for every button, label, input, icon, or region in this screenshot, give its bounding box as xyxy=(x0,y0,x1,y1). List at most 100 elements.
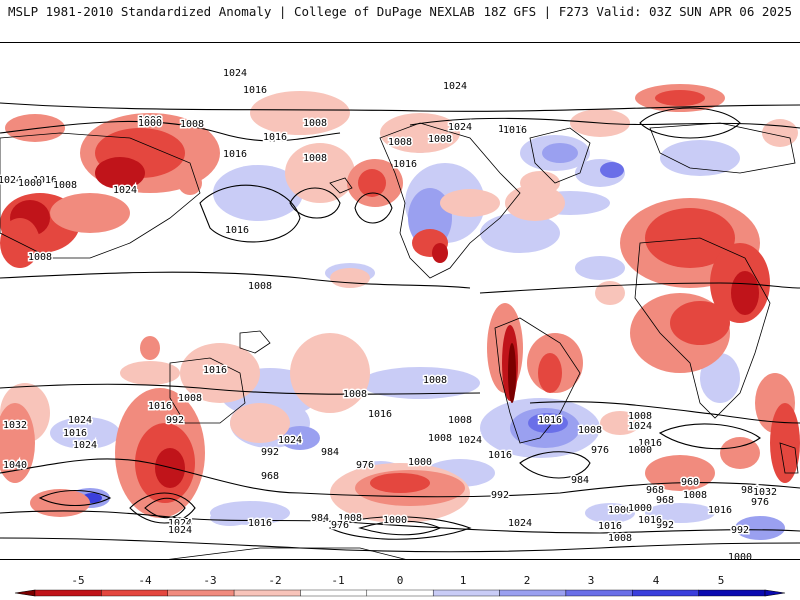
isobar-label: 1008 xyxy=(448,415,472,426)
anomaly-patch xyxy=(290,333,370,413)
isobar xyxy=(358,520,442,536)
isobar-label: 1024 xyxy=(628,421,652,432)
isobar xyxy=(38,490,112,506)
isobar xyxy=(0,383,481,395)
isobar-label: 1024 xyxy=(168,525,192,536)
isobar-label: 1008 xyxy=(138,115,162,126)
isobar-label: 984 xyxy=(571,475,589,486)
isobar-label: 1008 xyxy=(578,425,602,436)
isobar-label: 1024 xyxy=(508,518,532,529)
colorbar-box xyxy=(34,589,102,597)
colorbar-box xyxy=(300,589,368,597)
isobar-label: 984 xyxy=(311,513,329,524)
isobar-label: 1008 xyxy=(303,153,327,164)
colorbar-box xyxy=(233,589,301,597)
isobar-label: 960 xyxy=(681,477,699,488)
isobar xyxy=(479,282,800,294)
isobar xyxy=(0,271,471,289)
anomaly-patch xyxy=(30,489,90,517)
colorbar-box xyxy=(366,589,434,597)
isobar xyxy=(359,522,800,534)
isobar-label: 984 xyxy=(741,485,759,496)
isobar-label: 1024 xyxy=(458,435,482,446)
anomaly-patch xyxy=(528,413,568,433)
coastline xyxy=(379,122,521,279)
isobar-label: 1016 xyxy=(598,521,622,532)
isobar-label: 992 xyxy=(731,525,749,536)
isobar-label: 992 xyxy=(261,447,279,458)
isobar-label: 1016 xyxy=(263,132,287,143)
isobar-label: 1040 xyxy=(3,460,27,471)
isobar-label: 1024 xyxy=(113,185,137,196)
colorbar-tick-label: -5 xyxy=(71,574,84,587)
isobar-label: 1016 xyxy=(708,505,732,516)
isobar-label: 1008 xyxy=(428,433,452,444)
isobar-label: 968 xyxy=(261,471,279,482)
anomaly-patch xyxy=(735,516,785,540)
anomaly-patch xyxy=(213,165,303,221)
isobar-label: 1000 xyxy=(728,552,752,559)
anomaly-patch xyxy=(432,243,448,263)
coastline xyxy=(529,127,591,184)
anomaly-patch xyxy=(330,268,370,288)
anomaly-patch xyxy=(50,417,120,449)
isobar xyxy=(519,451,591,479)
colorbar-arrow-high xyxy=(764,589,786,597)
isobar xyxy=(199,184,301,243)
isobar-label: 1016 xyxy=(225,225,249,236)
anomaly-patch xyxy=(505,185,565,221)
isobar xyxy=(658,423,761,450)
isobar-label: 968 xyxy=(656,495,674,506)
isobar xyxy=(0,458,301,494)
colorbar-box xyxy=(698,589,766,597)
colorbar-tick-label: -2 xyxy=(268,574,281,587)
isobar xyxy=(129,492,196,524)
isobar-label: 1016 xyxy=(148,401,172,412)
isobar-label: 1016 xyxy=(368,409,392,420)
isobar-label: 976 xyxy=(751,497,769,508)
colorbar-box xyxy=(632,589,699,597)
isobar-label: 1024 xyxy=(223,68,247,79)
isobar-label: 1008 xyxy=(683,490,707,501)
anomaly-patch xyxy=(250,91,350,135)
isobar-label: 1016 xyxy=(63,428,87,439)
anomaly-shading xyxy=(0,84,800,540)
coastline xyxy=(0,132,201,259)
anomaly-patch xyxy=(0,403,35,483)
isobar-label: 1016 xyxy=(498,124,522,135)
anomaly-patch xyxy=(120,361,180,385)
anomaly-patch xyxy=(380,113,460,153)
isobar-label: 1016 xyxy=(223,149,247,160)
colorbar-tick-label: 0 xyxy=(397,574,404,587)
colorbar-box xyxy=(499,589,567,597)
anomaly-patch xyxy=(230,403,290,443)
isobar-label: 976 xyxy=(331,520,349,531)
isobar-label: 984 xyxy=(321,447,339,458)
isobar-label: 1008 xyxy=(343,389,367,400)
isobar-label: 1008 xyxy=(248,281,272,292)
anomaly-patch xyxy=(645,503,715,523)
isobar-label: 1016 xyxy=(638,438,662,449)
colorbar-tick-label: 5 xyxy=(718,574,725,587)
colorbar-tick-label: 2 xyxy=(524,574,531,587)
isobar-label: 1000 xyxy=(138,118,162,129)
isobar-label: 1016 xyxy=(503,125,527,136)
anomaly-patch xyxy=(358,169,386,197)
isobar-label: 1008 xyxy=(178,393,202,404)
anomaly-patch xyxy=(50,193,130,233)
isobar-label: 1008 xyxy=(178,393,202,404)
coastline xyxy=(649,122,796,174)
isobar-label: 1000 xyxy=(18,178,42,189)
isobar-label: 1016 xyxy=(243,85,267,96)
isobar-label: 1008 xyxy=(423,375,447,386)
isobar-label: 976 xyxy=(356,460,374,471)
coastlines xyxy=(0,122,799,559)
isobar-label: 1024 xyxy=(443,81,467,92)
isobar-label: 1000 xyxy=(383,515,407,526)
isobar xyxy=(639,107,741,139)
isobar-label: 1008 xyxy=(388,137,412,148)
colorbar-box xyxy=(101,589,168,597)
anomaly-patch xyxy=(575,256,625,280)
isobar-label: 1024 xyxy=(168,518,192,529)
